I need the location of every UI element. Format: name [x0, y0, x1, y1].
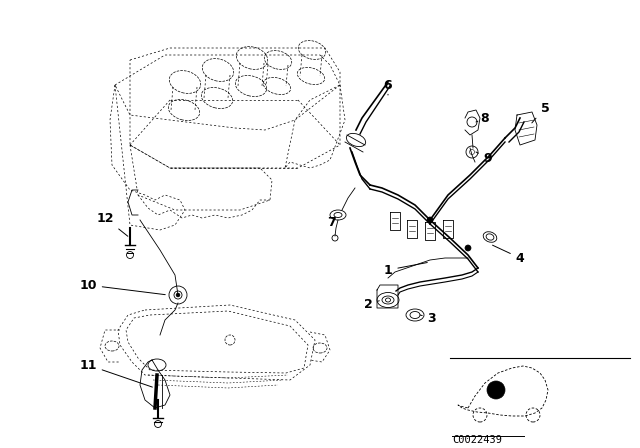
Text: 7: 7 [328, 215, 337, 228]
Text: 12: 12 [96, 211, 128, 236]
Circle shape [427, 217, 433, 223]
Text: 11: 11 [79, 358, 152, 387]
Text: 1: 1 [383, 263, 428, 276]
Text: 4: 4 [493, 245, 524, 264]
Text: 2: 2 [364, 297, 380, 310]
Text: C0022439: C0022439 [452, 435, 502, 445]
Circle shape [465, 245, 471, 251]
Text: 6: 6 [384, 78, 392, 95]
Text: 3: 3 [420, 311, 436, 324]
Text: 9: 9 [476, 151, 492, 164]
Text: 10: 10 [79, 279, 165, 295]
Circle shape [487, 381, 505, 399]
Text: 5: 5 [532, 102, 549, 123]
Circle shape [176, 293, 180, 297]
Text: 8: 8 [476, 112, 490, 125]
